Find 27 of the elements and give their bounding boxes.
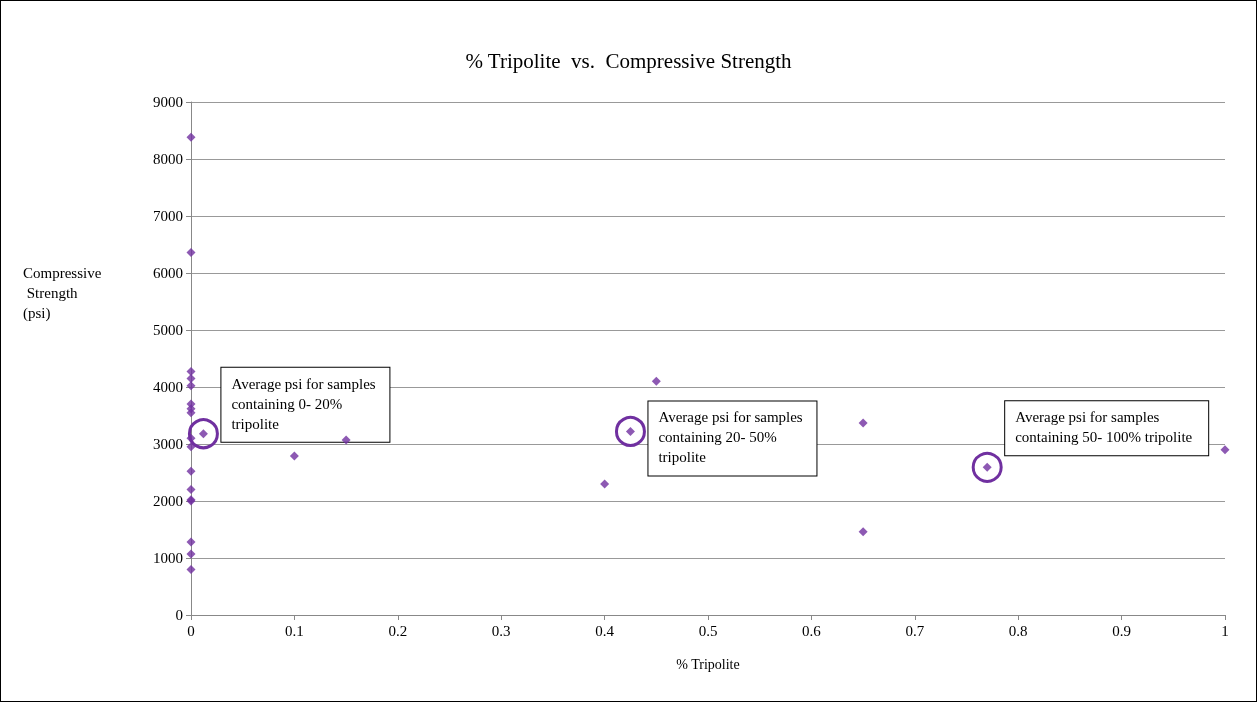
x-tick-label: 0.4	[595, 622, 615, 639]
x-tick-label: 0.6	[802, 622, 822, 639]
y-tick-label: 2000	[153, 493, 183, 509]
x-tick-label: 0.1	[285, 622, 304, 639]
annotation: Average psi for samples containing 0- 20% tripolite	[231, 375, 380, 432]
y-tick-label: 1000	[153, 550, 183, 566]
y-tick-label: 4000	[153, 379, 183, 395]
chart-title: % Tripolite vs. Compressive Strength	[465, 48, 793, 73]
annotation: Average psi for samples containing 50- 100% tripolite	[1015, 409, 1193, 446]
y-tick-label: 9000	[153, 94, 183, 110]
x-axis-title: % Tripolite	[676, 656, 740, 672]
y-tick-label: 6000	[153, 265, 183, 281]
x-tick-label: 0.3	[491, 622, 511, 639]
annotation: Average psi for samples containing 20- 50% tripolite	[658, 409, 807, 466]
y-tick-label: 5000	[153, 322, 183, 338]
y-tick-label: 3000	[153, 436, 183, 452]
x-tick-label: 0.2	[388, 622, 408, 639]
x-tick-label: 0.5	[698, 622, 718, 639]
x-tick-label: 1	[1221, 622, 1229, 639]
x-tick-label: 0.9	[1112, 622, 1131, 639]
x-tick-label: 0.8	[1008, 622, 1028, 639]
y-tick-label: 8000	[153, 151, 183, 167]
y-tick-label: 0	[175, 607, 183, 623]
x-tick-label: 0.7	[905, 622, 925, 639]
x-tick-label: 0	[187, 622, 195, 639]
y-tick-label: 7000	[153, 208, 183, 224]
y-axis-title: Compressive Strength (psi)	[23, 265, 102, 322]
